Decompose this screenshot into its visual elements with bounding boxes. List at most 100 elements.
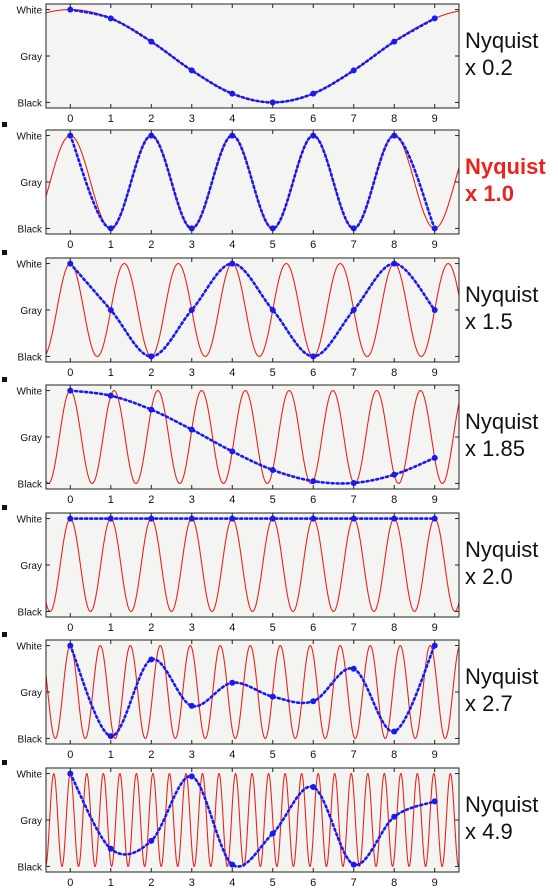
chart-panel-4: 0 1 2 3 4 5 6 7 8 9 White Gray Black bbox=[16, 384, 460, 506]
x-tick-label: 9 bbox=[432, 749, 438, 761]
sample-point bbox=[391, 132, 398, 139]
panel-label-text: Nyquist bbox=[465, 792, 539, 817]
panel-marker bbox=[2, 377, 7, 382]
y-tick-label: Gray bbox=[20, 816, 42, 827]
y-tick-label: Black bbox=[18, 734, 43, 745]
signal-line bbox=[46, 263, 459, 357]
x-tick-label: 5 bbox=[270, 239, 276, 251]
sample-point bbox=[67, 6, 74, 13]
panel-label-text: Nyquist bbox=[465, 537, 539, 562]
sample-point bbox=[107, 15, 114, 22]
sample-point bbox=[310, 353, 317, 360]
sample-point bbox=[350, 515, 357, 522]
x-tick-label: 9 bbox=[432, 877, 438, 889]
y-tick-label: Black bbox=[18, 352, 43, 363]
x-tick-label: 6 bbox=[310, 877, 316, 889]
y-tick-label: Gray bbox=[20, 561, 42, 572]
sample-point bbox=[148, 837, 155, 844]
sample-line bbox=[68, 389, 437, 485]
x-tick-label: 3 bbox=[189, 749, 195, 761]
x-tick-label: 6 bbox=[310, 494, 316, 506]
sample-point bbox=[229, 448, 236, 455]
x-tick-label: 3 bbox=[189, 877, 195, 889]
sample-point bbox=[269, 99, 276, 106]
y-tick-label: Black bbox=[18, 98, 43, 109]
x-tick-label: 0 bbox=[67, 749, 73, 761]
x-tick-label: 1 bbox=[108, 622, 114, 634]
chart-panel-7: 0 1 2 3 4 5 6 7 8 9 White Gray Black bbox=[16, 767, 460, 889]
sample-point bbox=[67, 387, 74, 394]
sample-point bbox=[67, 260, 74, 267]
x-tick-label: 1 bbox=[108, 367, 114, 379]
plot-background bbox=[46, 640, 459, 744]
x-tick-label: 3 bbox=[189, 239, 195, 251]
x-tick-label: 3 bbox=[189, 622, 195, 634]
chart-panel-6: 0 1 2 3 4 5 6 7 8 9 White Gray Black bbox=[16, 639, 460, 761]
x-tick-label: 9 bbox=[432, 113, 438, 125]
sample-point bbox=[67, 642, 74, 649]
x-tick-label: 2 bbox=[148, 622, 154, 634]
x-tick-label: 0 bbox=[67, 622, 73, 634]
sample-point bbox=[229, 260, 236, 267]
sample-point bbox=[391, 38, 398, 45]
sample-point bbox=[431, 225, 438, 232]
x-tick-label: 7 bbox=[351, 367, 357, 379]
x-tick-label: 1 bbox=[108, 877, 114, 889]
x-tick-label: 4 bbox=[229, 622, 235, 634]
panel-label-text: Nyquist bbox=[465, 664, 539, 689]
chart-panel-1: 0 1 2 3 4 5 6 7 8 9 White Gray Black bbox=[16, 3, 460, 125]
sample-point bbox=[350, 665, 357, 672]
x-tick-label: 3 bbox=[189, 494, 195, 506]
x-tick-label: 0 bbox=[67, 494, 73, 506]
panel-label-text: x 0.2 bbox=[465, 55, 513, 80]
x-tick-label: 6 bbox=[310, 239, 316, 251]
x-tick-label: 6 bbox=[310, 622, 316, 634]
sample-point bbox=[431, 798, 438, 805]
x-tick-label: 0 bbox=[67, 113, 73, 125]
panel-marker bbox=[2, 250, 7, 255]
y-tick-label: Gray bbox=[20, 688, 42, 699]
x-tick-label: 0 bbox=[67, 877, 73, 889]
sample-point bbox=[107, 515, 114, 522]
sample-point bbox=[148, 515, 155, 522]
x-tick-label: 5 bbox=[270, 367, 276, 379]
x-tick-label: 6 bbox=[310, 367, 316, 379]
x-tick-label: 4 bbox=[229, 494, 235, 506]
panel-label-text: x 1.0 bbox=[465, 181, 514, 206]
plot-background bbox=[46, 385, 459, 489]
x-tick-label: 9 bbox=[432, 239, 438, 251]
signal-line bbox=[46, 518, 459, 612]
x-tick-label: 8 bbox=[391, 622, 397, 634]
x-tick-label: 7 bbox=[351, 494, 357, 506]
sample-point bbox=[188, 426, 195, 433]
sample-point bbox=[269, 225, 276, 232]
panel-label-text: x 2.7 bbox=[465, 691, 513, 716]
y-tick-label: White bbox=[16, 260, 42, 271]
sample-line bbox=[68, 8, 437, 104]
sample-point bbox=[188, 225, 195, 232]
x-tick-label: 9 bbox=[432, 494, 438, 506]
sample-point bbox=[310, 784, 317, 791]
sample-point bbox=[269, 515, 276, 522]
x-tick-label: 4 bbox=[229, 367, 235, 379]
sample-point bbox=[269, 307, 276, 313]
x-tick-label: 7 bbox=[351, 239, 357, 251]
panel-label-text: Nyquist bbox=[465, 154, 546, 179]
panel-label-text: x 1.5 bbox=[465, 309, 513, 334]
sample-point bbox=[148, 38, 155, 45]
panel-marker bbox=[2, 505, 7, 510]
sample-point bbox=[310, 698, 317, 705]
panel-marker bbox=[2, 632, 7, 637]
sample-point bbox=[350, 225, 357, 232]
x-tick-label: 1 bbox=[108, 113, 114, 125]
panel-marker bbox=[2, 760, 7, 765]
chart-panel-2: 0 1 2 3 4 5 6 7 8 9 White Gray Black bbox=[16, 129, 460, 251]
panel-label-1: Nyquist x 0.2 bbox=[465, 27, 557, 81]
x-tick-label: 8 bbox=[391, 877, 397, 889]
x-tick-label: 8 bbox=[391, 749, 397, 761]
panel-label-text: x 4.9 bbox=[465, 819, 513, 844]
x-tick-label: 2 bbox=[148, 367, 154, 379]
y-tick-label: White bbox=[16, 770, 42, 781]
x-tick-label: 8 bbox=[391, 239, 397, 251]
panel-label-4: Nyquist x 1.85 bbox=[465, 408, 557, 462]
